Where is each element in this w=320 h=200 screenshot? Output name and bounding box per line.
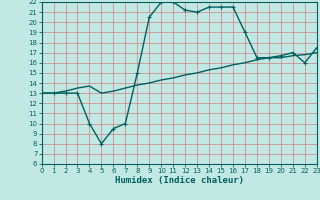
X-axis label: Humidex (Indice chaleur): Humidex (Indice chaleur) <box>115 176 244 185</box>
